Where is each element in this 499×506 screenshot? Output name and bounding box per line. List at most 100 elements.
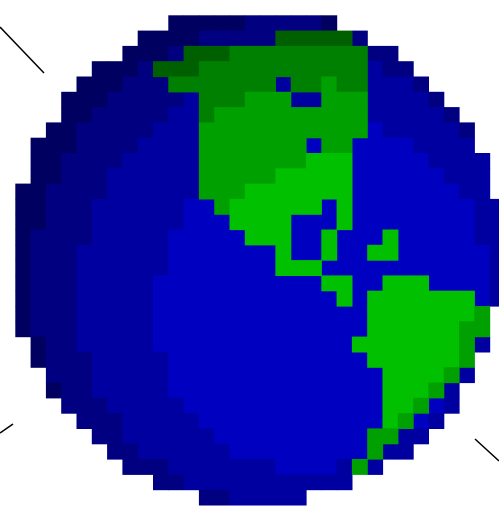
ocean-pixel bbox=[367, 91, 384, 108]
ocean-pixel bbox=[397, 122, 414, 139]
ocean-pixel bbox=[137, 306, 154, 322]
ocean-pixel bbox=[413, 229, 429, 246]
land-pixel bbox=[382, 229, 399, 246]
ocean-pixel bbox=[428, 168, 445, 185]
motion-line-bottom-right bbox=[474, 438, 499, 462]
ocean-pixel bbox=[459, 367, 475, 384]
ocean-pixel bbox=[351, 321, 368, 338]
ocean-pixel bbox=[443, 122, 460, 139]
ocean-pixel bbox=[198, 198, 215, 215]
ocean-pixel bbox=[45, 351, 62, 368]
ocean-pixel bbox=[45, 229, 62, 246]
ocean-pixel bbox=[290, 351, 307, 368]
land-pixel bbox=[229, 214, 246, 231]
ocean-pixel bbox=[45, 168, 62, 185]
ocean-pixel bbox=[153, 214, 169, 231]
land-pixel bbox=[382, 321, 399, 338]
ocean-pixel bbox=[290, 382, 307, 399]
land-pixel bbox=[397, 382, 414, 399]
ocean-pixel bbox=[367, 382, 384, 399]
ocean-pixel bbox=[321, 260, 338, 276]
ocean-pixel bbox=[122, 107, 139, 123]
ocean-pixel bbox=[122, 382, 139, 399]
ocean-pixel bbox=[214, 244, 231, 261]
ocean-pixel bbox=[260, 382, 276, 399]
ocean-pixel bbox=[336, 260, 353, 276]
ocean-pixel bbox=[183, 137, 200, 154]
land-pixel bbox=[275, 137, 292, 154]
ocean-pixel bbox=[183, 91, 200, 108]
land-pixel bbox=[168, 76, 185, 93]
ocean-pixel bbox=[428, 229, 445, 246]
ocean-pixel bbox=[290, 367, 307, 384]
ocean-pixel bbox=[275, 351, 292, 368]
land-pixel bbox=[351, 76, 368, 93]
ocean-pixel bbox=[15, 229, 32, 246]
ocean-pixel bbox=[413, 260, 429, 276]
ocean-pixel bbox=[168, 168, 185, 185]
land-pixel bbox=[229, 122, 246, 139]
land-pixel bbox=[198, 183, 215, 200]
ocean-pixel bbox=[474, 153, 491, 169]
ocean-pixel bbox=[290, 290, 307, 307]
ocean-pixel bbox=[76, 122, 93, 139]
ocean-pixel bbox=[122, 122, 139, 139]
ocean-pixel bbox=[413, 168, 429, 185]
ocean-pixel bbox=[443, 214, 460, 231]
ocean-pixel bbox=[260, 459, 276, 475]
ocean-pixel bbox=[489, 229, 499, 246]
land-pixel bbox=[260, 214, 276, 231]
ocean-pixel bbox=[153, 351, 169, 368]
ocean-pixel bbox=[30, 260, 47, 276]
ocean-pixel bbox=[61, 91, 78, 108]
ocean-pixel bbox=[306, 351, 322, 368]
ocean-pixel bbox=[367, 397, 384, 414]
ocean-pixel bbox=[489, 290, 499, 307]
ocean-pixel bbox=[290, 489, 307, 506]
land-pixel bbox=[397, 397, 414, 414]
ocean-pixel bbox=[428, 244, 445, 261]
land-pixel bbox=[275, 168, 292, 185]
ocean-pixel bbox=[198, 306, 215, 322]
land-pixel bbox=[459, 290, 475, 307]
ocean-pixel bbox=[260, 336, 276, 353]
land-pixel bbox=[275, 229, 292, 246]
ocean-pixel bbox=[275, 382, 292, 399]
ocean-pixel bbox=[45, 122, 62, 139]
ocean-pixel bbox=[275, 413, 292, 429]
land-pixel bbox=[290, 168, 307, 185]
ocean-pixel bbox=[275, 428, 292, 445]
ocean-pixel bbox=[168, 122, 185, 139]
ocean-pixel bbox=[397, 153, 414, 169]
ocean-pixel bbox=[367, 198, 384, 215]
ocean-pixel bbox=[168, 229, 185, 246]
land-pixel bbox=[382, 336, 399, 353]
ocean-pixel bbox=[290, 413, 307, 429]
ocean-pixel bbox=[137, 107, 154, 123]
ocean-pixel bbox=[214, 15, 231, 32]
ocean-pixel bbox=[397, 91, 414, 108]
land-pixel bbox=[168, 61, 185, 78]
ocean-pixel bbox=[122, 413, 139, 429]
land-pixel bbox=[351, 459, 368, 475]
ocean-pixel bbox=[137, 76, 154, 93]
ocean-pixel bbox=[214, 382, 231, 399]
ocean-pixel bbox=[91, 61, 108, 78]
ocean-pixel bbox=[382, 198, 399, 215]
ocean-pixel bbox=[45, 275, 62, 292]
ocean-pixel bbox=[428, 198, 445, 215]
ocean-pixel bbox=[15, 214, 32, 231]
ocean-pixel bbox=[198, 15, 215, 32]
ocean-pixel bbox=[474, 244, 491, 261]
ocean-pixel bbox=[443, 183, 460, 200]
land-pixel bbox=[306, 30, 322, 47]
ocean-pixel bbox=[214, 351, 231, 368]
ocean-pixel bbox=[428, 260, 445, 276]
land-pixel bbox=[214, 45, 231, 62]
land-pixel bbox=[275, 214, 292, 231]
land-pixel bbox=[244, 168, 261, 185]
ocean-pixel bbox=[336, 351, 353, 368]
ocean-pixel bbox=[214, 214, 231, 231]
ocean-pixel bbox=[336, 229, 353, 246]
ocean-pixel bbox=[459, 153, 475, 169]
